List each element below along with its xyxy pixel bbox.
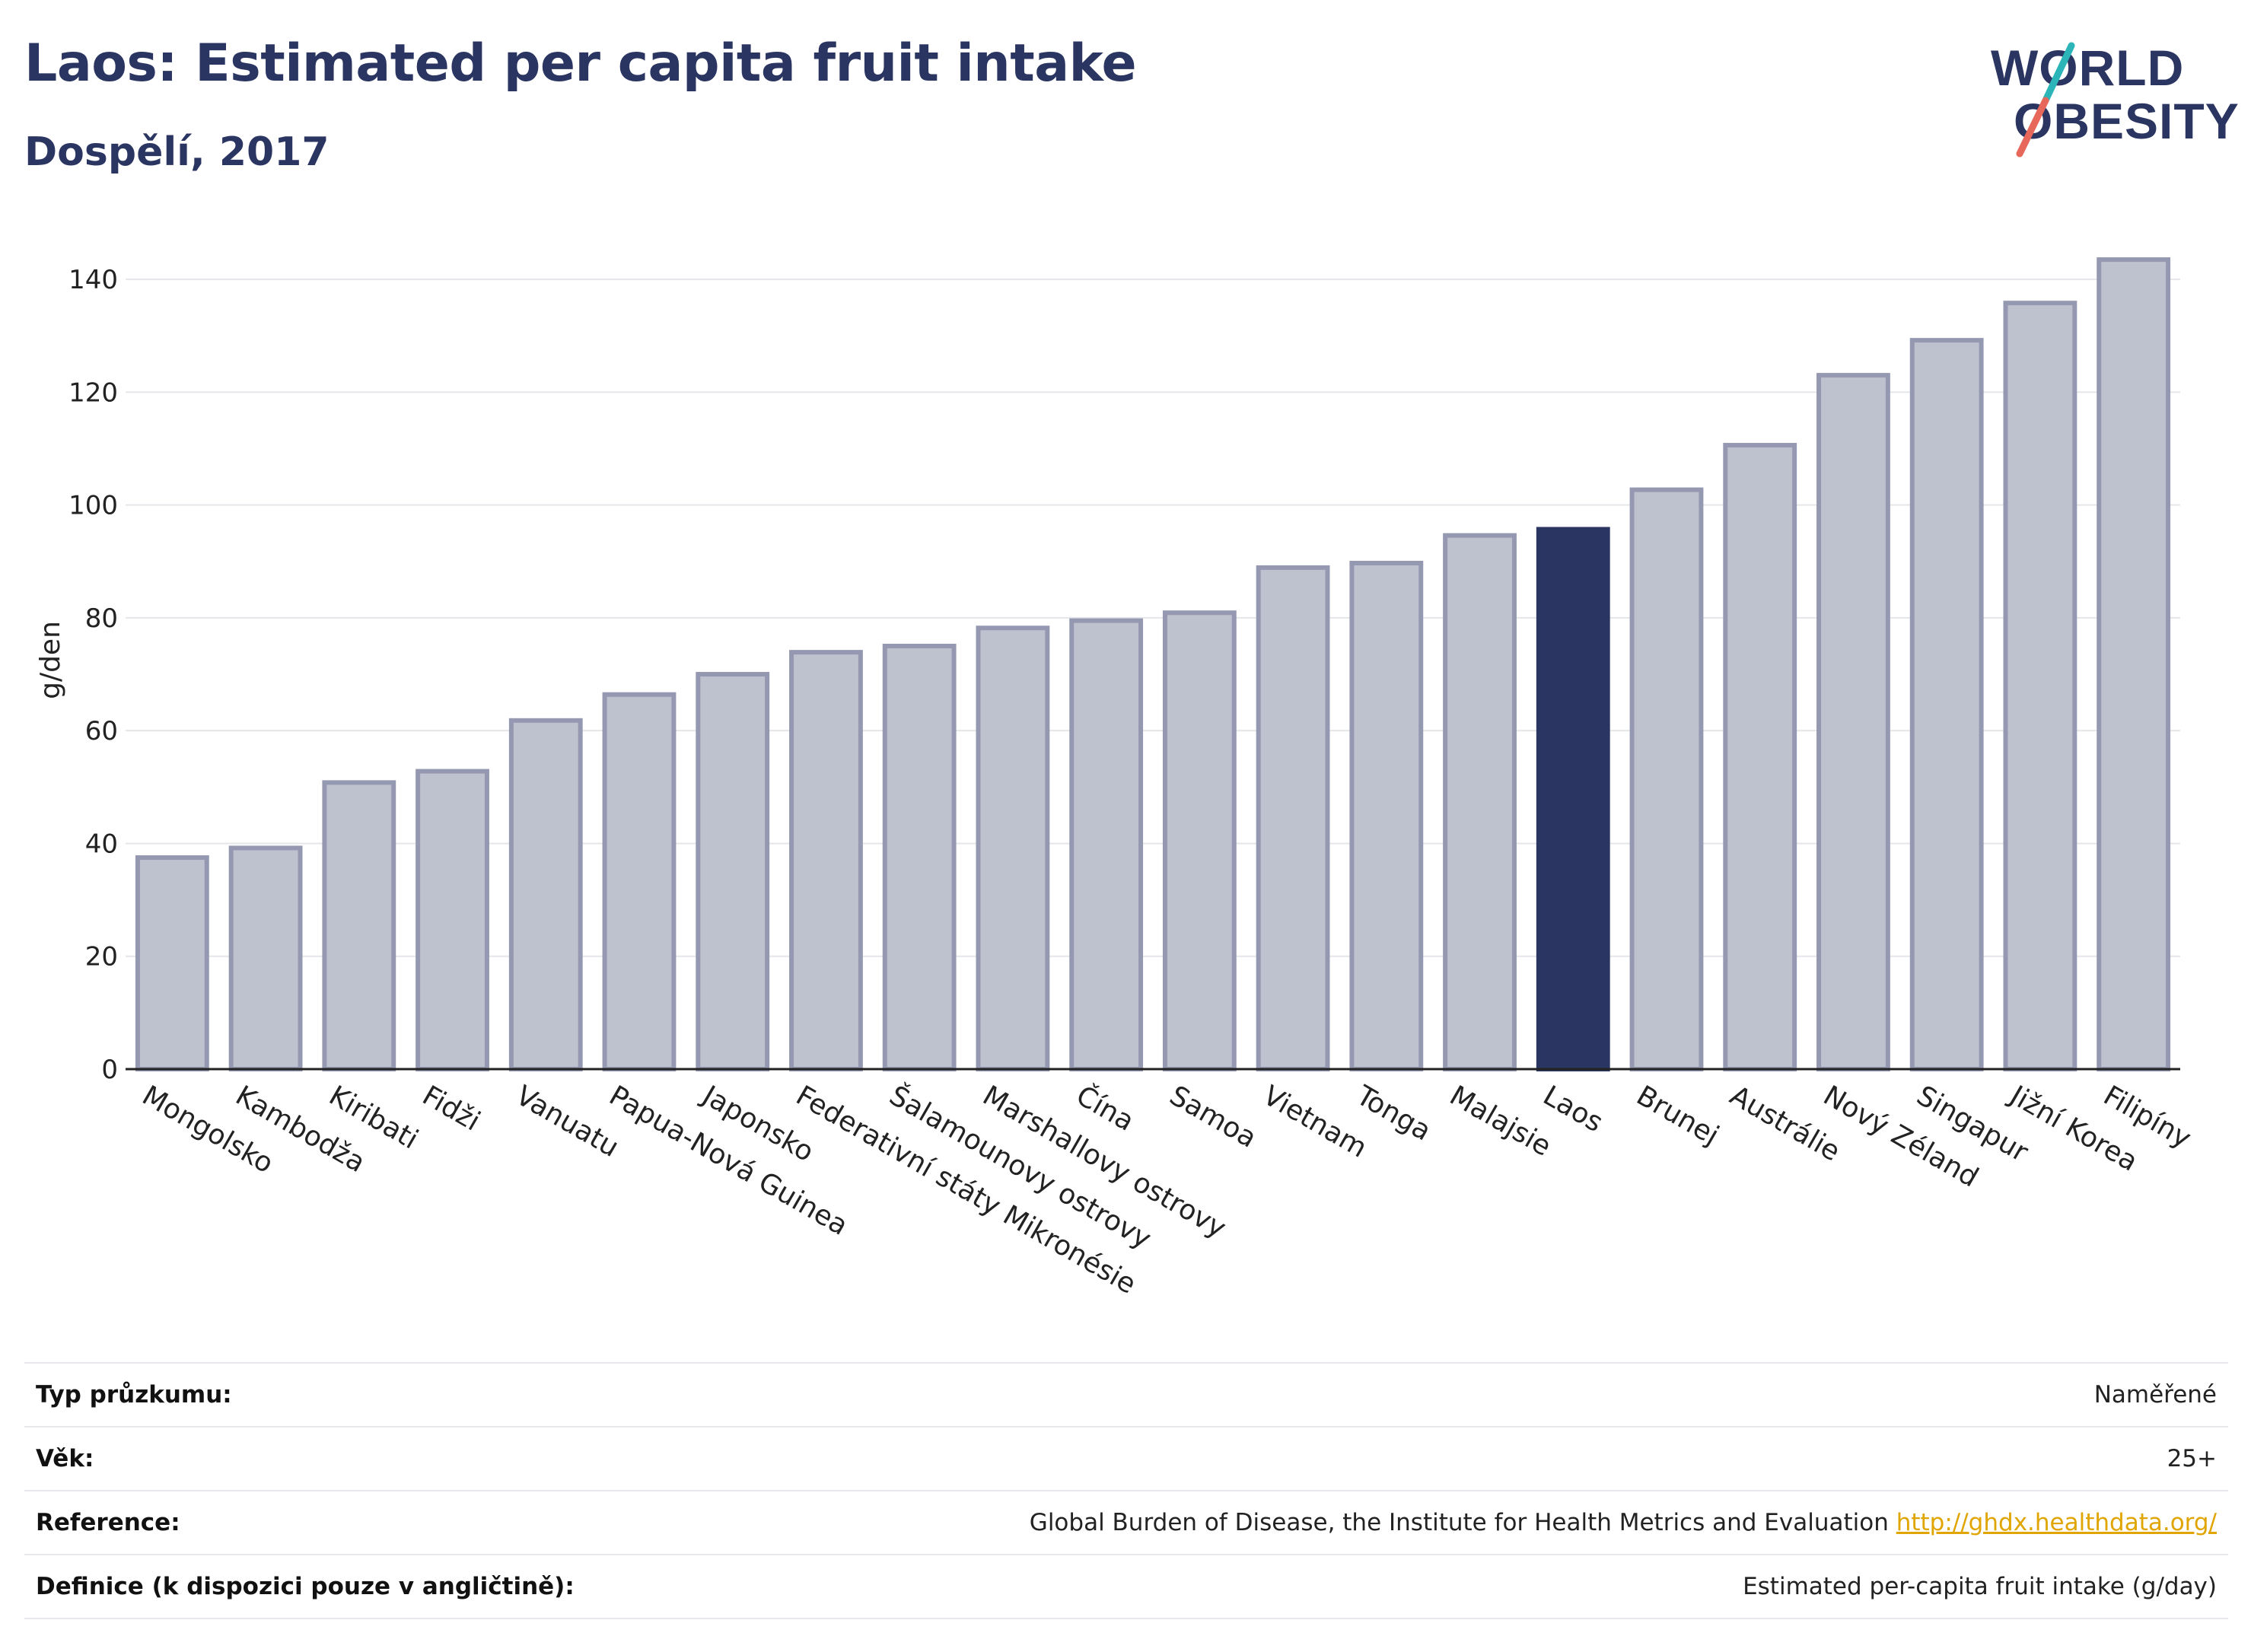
info-row: Věk: 25+ [24, 1426, 2228, 1491]
y-tick-label: 100 [68, 491, 118, 521]
bar-Austrálie [1723, 443, 1797, 1071]
y-tick-label: 0 [101, 1055, 118, 1085]
bar-Marshallovy ostrovy [976, 625, 1050, 1071]
info-key: Typ průzkumu: [24, 1362, 723, 1428]
info-key: Definice (k dispozici pouze v angličtině… [24, 1554, 723, 1619]
info-key: Reference: [24, 1490, 723, 1555]
bar-Jižní Korea [2003, 301, 2077, 1071]
bar-Laos [1536, 527, 1610, 1071]
x-tick-label: Samoa [1164, 1080, 1262, 1154]
info-row: Reference: Global Burden of Disease, the … [24, 1490, 2228, 1555]
info-value-text: Naměřené [2093, 1381, 2217, 1408]
info-value: Global Burden of Disease, the Institute … [722, 1490, 2228, 1555]
info-value: Estimated per-capita fruit intake (g/day… [722, 1554, 2228, 1619]
x-tick-label: Brunej [1632, 1080, 1724, 1151]
x-tick-label: Vanuatu [511, 1080, 624, 1163]
y-axis-label: g/den [35, 621, 66, 699]
info-value: 25+ [722, 1426, 2228, 1491]
x-tick-label: Fidži [417, 1080, 486, 1137]
y-tick-label: 60 [85, 716, 118, 746]
bar-Fidži [415, 769, 489, 1071]
y-axis-ticks: 0 20 40 60 80 100 120 140 [68, 265, 118, 1085]
y-tick-label: 40 [85, 829, 118, 859]
bar-Malajsie [1443, 533, 1517, 1071]
y-tick-label: 140 [68, 265, 118, 295]
bar-Mongolsko [135, 855, 209, 1072]
x-tick-label: Vietnam [1258, 1080, 1372, 1164]
y-tick-label: 120 [68, 377, 118, 408]
info-value-text: 25+ [2167, 1445, 2217, 1472]
bar-Tonga [1349, 560, 1424, 1071]
logo-word-world: WORLD [1991, 40, 2184, 96]
bar-Papua-Nová Guinea [602, 692, 677, 1071]
y-tick-label: 20 [85, 942, 118, 972]
chart-title: Laos: Estimated per capita fruit intake [24, 33, 1137, 94]
y-tick-label: 80 [85, 603, 118, 634]
logo-slash-red [2016, 97, 2049, 158]
x-tick-label: Malajsie [1444, 1080, 1556, 1163]
x-tick-label: Laos [1538, 1080, 1608, 1138]
bar-Singapur [1909, 338, 1984, 1071]
bars [135, 257, 2171, 1072]
bar-Japonsko [696, 672, 770, 1071]
bar-Vietnam [1256, 565, 1330, 1071]
world-obesity-logo: WORLD OBESITY [1991, 40, 2240, 158]
bar-Nový Zéland [1816, 373, 1890, 1071]
info-value-text: Global Burden of Disease, the Institute … [1029, 1509, 1889, 1536]
logo-word-obesity: OBESITY [2014, 93, 2240, 149]
x-tick-label: Čína [1071, 1079, 1139, 1137]
info-value-text: Estimated per-capita fruit intake (g/day… [1743, 1573, 2217, 1600]
bar-Brunej [1629, 487, 1704, 1071]
chart-subtitle: Dospělí, 2017 [24, 129, 330, 175]
bar-Vanuatu [508, 718, 583, 1071]
info-value: Naměřené [722, 1362, 2228, 1428]
bar-Kambodža [228, 845, 303, 1071]
bar-Kiribati [322, 780, 396, 1071]
info-row: Definice (k dispozici pouze v angličtině… [24, 1554, 2228, 1619]
bar-Čína [1069, 618, 1144, 1071]
info-row: Typ průzkumu: Naměřené [24, 1362, 2228, 1428]
logo-slash-teal [2042, 42, 2075, 104]
x-tick-label: Nový Zéland [1818, 1080, 1984, 1193]
info-table: Typ průzkumu: Naměřené Věk: 25+ Reference: Gl… [24, 1362, 2228, 1619]
bar-Filipíny [2097, 257, 2171, 1071]
reference-link[interactable]: http://ghdx.healthdata.org/ [1896, 1509, 2217, 1536]
info-key: Věk: [24, 1426, 723, 1491]
bar-Šalamounovy ostrovy [882, 643, 957, 1071]
bar-Samoa [1162, 610, 1237, 1071]
bar-Federativní státy Mikronésie [789, 650, 863, 1071]
